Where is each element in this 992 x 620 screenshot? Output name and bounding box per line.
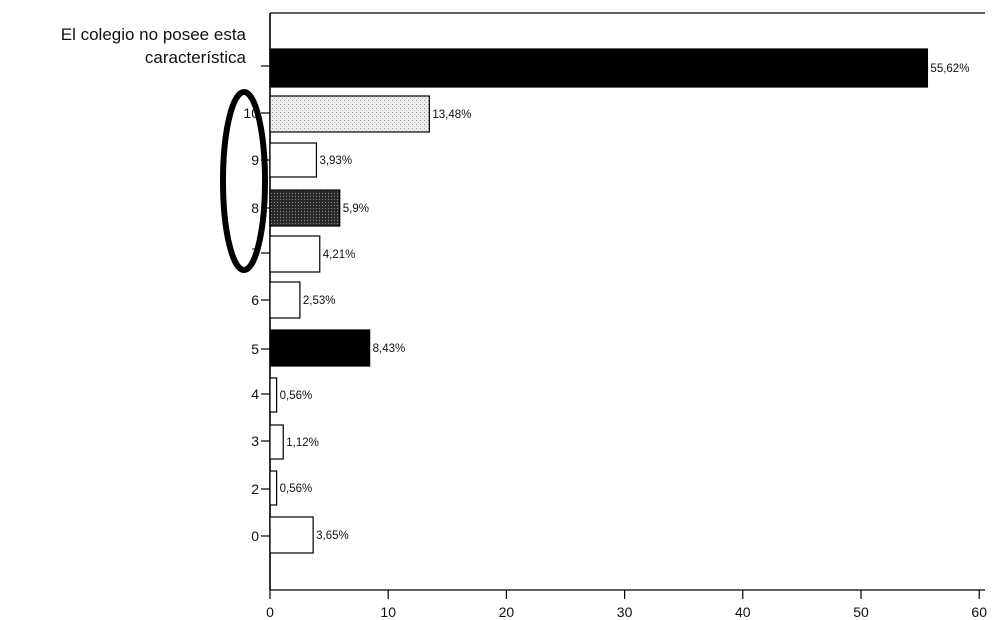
value-label-6: 2,53% <box>303 295 336 307</box>
bar-0 <box>269 516 314 554</box>
annotations-group <box>220 89 268 273</box>
bar-3 <box>269 424 284 460</box>
highlight-ellipse <box>220 89 268 273</box>
category-label-no-posee: El colegio no posee esta característica <box>61 25 247 67</box>
x-tick-label-30: 30 <box>617 604 633 620</box>
value-label-4: 0,56% <box>280 390 313 402</box>
x-tick-label-60: 60 <box>971 604 987 620</box>
bar-9 <box>269 142 318 178</box>
value-label-7: 4,21% <box>323 249 356 261</box>
category-label-6: 6 <box>251 292 259 308</box>
value-label-2: 0,56% <box>280 483 313 495</box>
x-tick-label-40: 40 <box>735 604 751 620</box>
bar-7 <box>269 235 321 273</box>
bar-10 <box>269 95 430 133</box>
value-label-no-posee: 55,62% <box>930 63 969 75</box>
value-label-3: 1,12% <box>286 437 319 449</box>
bar-5 <box>269 329 371 367</box>
x-tick-label-20: 20 <box>499 604 515 620</box>
category-label-2: 2 <box>251 481 259 497</box>
x-axis: 0 10 20 30 40 50 60 <box>266 589 987 620</box>
value-label-9: 3,93% <box>319 155 352 167</box>
bar-no-posee <box>269 48 929 88</box>
category-label-4: 4 <box>251 386 259 402</box>
category-labels-group: El colegio no posee esta característica10… <box>61 25 270 544</box>
bar-8 <box>269 189 341 227</box>
bar-4 <box>269 377 278 413</box>
bar-6 <box>269 281 301 319</box>
value-label-0: 3,65% <box>316 530 349 542</box>
x-tick-label-0: 0 <box>266 604 274 620</box>
x-tick-label-50: 50 <box>853 604 869 620</box>
value-label-8: 5,9% <box>343 203 369 215</box>
value-labels-group: 55,62% 13,48% 3,93% 5,9% 4,21% 2,53% 8,43% 0,56… <box>280 63 970 542</box>
category-label-0: 0 <box>251 528 259 544</box>
category-label-9: 9 <box>251 152 259 168</box>
x-tick-label-10: 10 <box>380 604 396 620</box>
category-label-3: 3 <box>251 433 259 449</box>
category-label-5: 5 <box>251 341 259 357</box>
value-label-5: 8,43% <box>373 343 406 355</box>
bar-2 <box>269 470 278 506</box>
category-label-8: 8 <box>251 200 259 216</box>
value-label-10: 13,48% <box>432 109 471 121</box>
bars-group <box>269 48 929 554</box>
